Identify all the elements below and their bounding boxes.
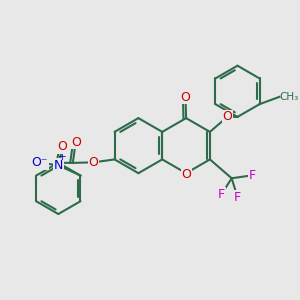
Text: N: N (54, 159, 63, 172)
Text: O: O (181, 168, 191, 181)
Text: O: O (181, 91, 190, 104)
Text: F: F (234, 190, 241, 204)
Text: CH₃: CH₃ (279, 92, 298, 102)
Text: O: O (57, 140, 67, 153)
Text: F: F (248, 169, 256, 182)
Text: O: O (222, 110, 232, 123)
Text: +: + (58, 152, 67, 162)
Text: O⁻: O⁻ (32, 156, 48, 169)
Text: O: O (89, 156, 99, 169)
Text: F: F (218, 188, 225, 201)
Text: O: O (71, 136, 81, 148)
